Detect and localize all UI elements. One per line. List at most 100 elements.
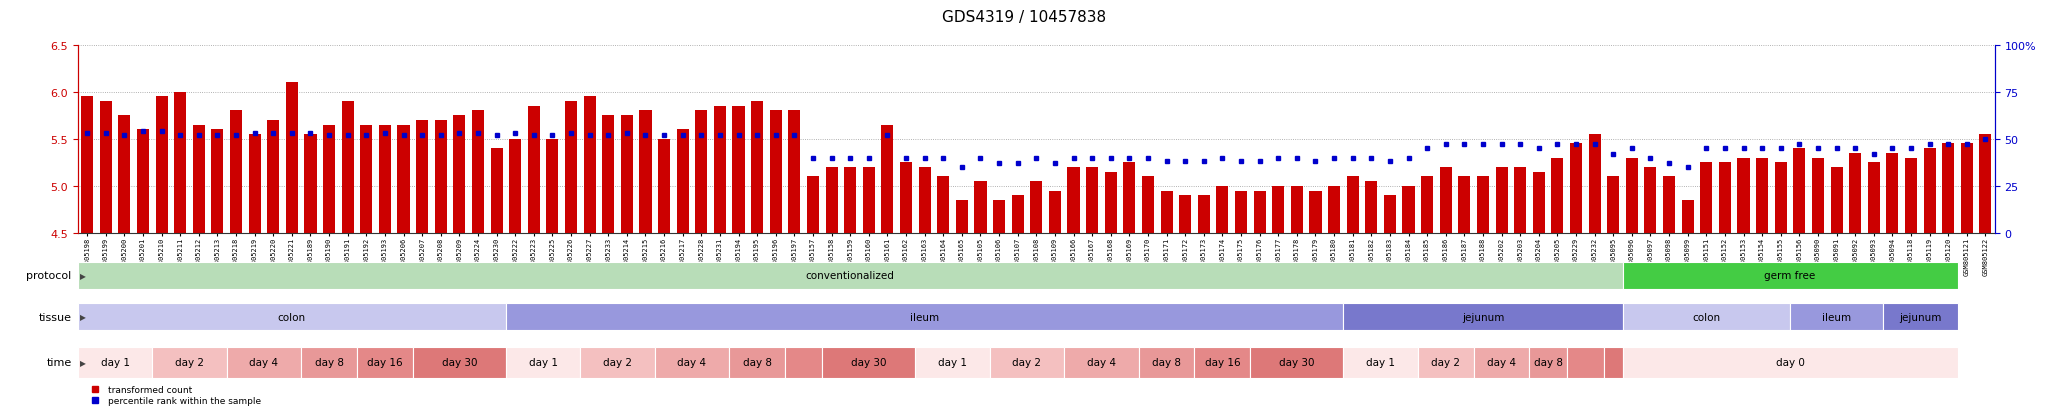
Bar — [920, 168, 930, 233]
Text: tissue: tissue — [39, 312, 72, 322]
Text: protocol: protocol — [27, 271, 72, 281]
Bar — [584, 97, 596, 233]
Bar — [1622, 347, 1958, 378]
Bar — [1812, 158, 1825, 233]
Text: jejunum: jejunum — [1462, 312, 1503, 322]
Bar — [78, 304, 506, 330]
Text: GDS4319 / 10457838: GDS4319 / 10457838 — [942, 10, 1106, 25]
Bar — [434, 121, 446, 233]
Bar — [1235, 191, 1247, 233]
Bar — [1251, 347, 1343, 378]
Bar — [621, 116, 633, 233]
Bar — [1343, 347, 1417, 378]
Bar — [78, 347, 152, 378]
Bar — [301, 347, 356, 378]
Bar — [1532, 172, 1544, 233]
Bar — [1309, 191, 1321, 233]
Text: colon: colon — [279, 312, 305, 322]
Bar — [1530, 347, 1567, 378]
Bar — [733, 107, 745, 233]
Bar — [193, 125, 205, 233]
Bar — [1794, 149, 1806, 233]
Bar — [1327, 186, 1339, 233]
Text: conventionalized: conventionalized — [805, 271, 895, 281]
Bar — [1868, 163, 1880, 233]
Bar — [1161, 191, 1174, 233]
Bar — [1384, 196, 1397, 233]
Bar — [602, 116, 614, 233]
Bar — [1085, 168, 1098, 233]
Bar — [1065, 347, 1139, 378]
Bar — [1663, 177, 1675, 233]
Text: day 0: day 0 — [1776, 357, 1804, 368]
Bar — [676, 130, 688, 233]
Bar — [1645, 168, 1657, 233]
Bar — [989, 347, 1065, 378]
Bar — [1030, 182, 1042, 233]
Text: day 16: day 16 — [1204, 357, 1241, 368]
Bar — [1139, 347, 1194, 378]
Bar — [156, 97, 168, 233]
Bar — [1942, 144, 1954, 233]
Bar — [78, 262, 1622, 289]
Text: day 2: day 2 — [174, 357, 205, 368]
Bar — [1104, 172, 1116, 233]
Text: day 4: day 4 — [1087, 357, 1116, 368]
Bar — [1776, 163, 1786, 233]
Bar — [1849, 154, 1862, 233]
Bar — [211, 130, 223, 233]
Bar — [1180, 196, 1192, 233]
Bar — [639, 111, 651, 233]
Bar — [1608, 177, 1620, 233]
Text: day 30: day 30 — [442, 357, 477, 368]
Bar — [1622, 262, 1958, 289]
Text: day 8: day 8 — [1534, 357, 1563, 368]
Text: day 2: day 2 — [602, 357, 633, 368]
Bar — [1513, 168, 1526, 233]
Bar — [506, 347, 580, 378]
Bar — [1366, 182, 1378, 233]
Bar — [137, 130, 150, 233]
Bar — [844, 168, 856, 233]
Bar — [1495, 168, 1507, 233]
Bar — [788, 111, 801, 233]
Bar — [1348, 177, 1358, 233]
Bar — [862, 168, 874, 233]
Text: time: time — [47, 357, 72, 368]
Bar — [379, 125, 391, 233]
Bar — [807, 177, 819, 233]
Bar — [657, 140, 670, 233]
Text: ileum: ileum — [909, 312, 940, 322]
Text: day 1: day 1 — [938, 357, 967, 368]
Bar — [1905, 158, 1917, 233]
Bar — [248, 135, 260, 233]
Text: day 30: day 30 — [1280, 357, 1315, 368]
Text: day 8: day 8 — [1153, 357, 1182, 368]
Bar — [655, 347, 729, 378]
Text: day 1: day 1 — [1366, 357, 1395, 368]
Bar — [1886, 154, 1898, 233]
Bar — [1049, 191, 1061, 233]
Bar — [397, 125, 410, 233]
Bar — [1343, 304, 1622, 330]
Bar — [1143, 177, 1153, 233]
Bar — [1417, 347, 1475, 378]
Text: day 2: day 2 — [1432, 357, 1460, 368]
Text: day 16: day 16 — [367, 357, 403, 368]
Bar — [305, 135, 317, 233]
Text: day 4: day 4 — [250, 357, 279, 368]
Bar — [1253, 191, 1266, 233]
Bar — [1718, 163, 1731, 233]
Bar — [881, 125, 893, 233]
Bar — [580, 347, 655, 378]
Bar — [975, 182, 987, 233]
Bar — [1589, 135, 1602, 233]
Bar — [492, 149, 502, 233]
Text: day 30: day 30 — [852, 357, 887, 368]
Bar — [82, 97, 92, 233]
Bar — [1622, 304, 1790, 330]
Bar — [565, 102, 578, 233]
Bar — [229, 111, 242, 233]
Bar — [547, 140, 559, 233]
Bar — [956, 200, 969, 233]
